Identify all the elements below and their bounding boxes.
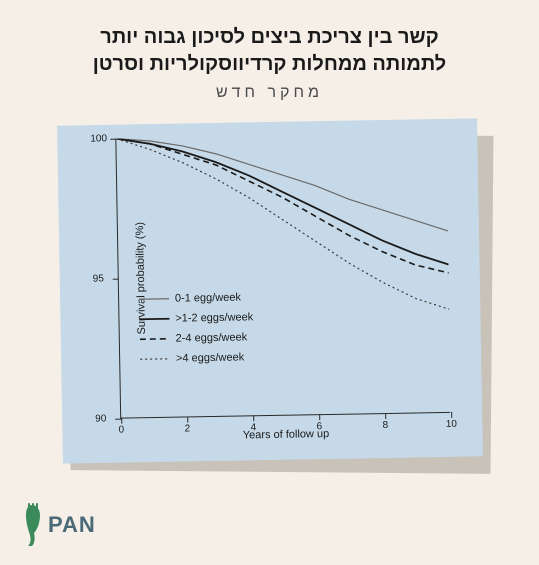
x-tick — [385, 413, 386, 419]
legend-label: >4 eggs/week — [175, 351, 243, 364]
y-tick — [112, 279, 118, 280]
legend-item: 0-1 egg/week — [138, 290, 252, 306]
x-tick — [451, 412, 452, 418]
chart-container: Survival probability (%) Years of follow… — [60, 122, 480, 460]
legend-swatch — [139, 334, 169, 345]
x-tick-label: 2 — [184, 423, 190, 434]
page-title: קשר בין צריכת ביצים לסיכון גבוה יותר לתמ… — [0, 0, 539, 84]
chart-area: Survival probability (%) Years of follow… — [71, 133, 468, 420]
y-tick — [110, 139, 116, 140]
x-tick-label: 4 — [250, 422, 256, 433]
x-tick-label: 10 — [445, 419, 456, 430]
x-tick-label: 8 — [382, 420, 388, 431]
x-tick — [319, 414, 320, 420]
legend-swatch — [139, 354, 169, 365]
legend-label: 0-1 egg/week — [174, 292, 240, 305]
title-line-2: לתמותה ממחלות קרדיווסקולריות וסרטן — [40, 51, 499, 78]
legend-item: >4 eggs/week — [139, 350, 253, 366]
legend-swatch — [138, 294, 168, 305]
series-line — [116, 133, 448, 270]
series-line — [116, 133, 449, 315]
x-tick — [121, 418, 122, 424]
y-tick-label: 100 — [90, 133, 107, 144]
legend: 0-1 egg/week >1-2 eggs/week 2-4 eggs/week >… — [138, 290, 253, 372]
chart-card: Survival probability (%) Years of follow… — [57, 118, 483, 463]
subtitle: מחקר חדש — [0, 84, 539, 102]
logo: PAN — [18, 503, 96, 547]
x-tick — [253, 415, 254, 421]
series-line — [116, 133, 448, 279]
x-tick — [187, 416, 188, 422]
x-tick-label: 0 — [118, 425, 124, 436]
y-tick-label: 90 — [95, 413, 106, 424]
fork-leaf-icon — [18, 503, 48, 547]
x-tick-label: 6 — [316, 421, 322, 432]
legend-swatch — [139, 314, 169, 325]
y-tick-label: 95 — [92, 273, 103, 284]
legend-item: >1-2 eggs/week — [139, 310, 253, 326]
logo-text: PAN — [48, 512, 96, 538]
plot-svg — [116, 133, 451, 419]
survival-plot: Survival probability (%) Years of follow… — [115, 133, 450, 419]
title-line-1: קשר בין צריכת ביצים לסיכון גבוה יותר — [40, 24, 499, 51]
legend-label: >1-2 eggs/week — [175, 311, 253, 324]
legend-item: 2-4 eggs/week — [139, 330, 253, 346]
y-tick — [115, 419, 121, 420]
legend-label: 2-4 eggs/week — [175, 331, 247, 344]
